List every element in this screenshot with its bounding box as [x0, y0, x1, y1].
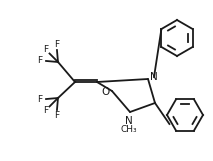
- Text: F: F: [43, 106, 48, 115]
- Text: F: F: [37, 95, 43, 104]
- Text: F: F: [54, 111, 59, 120]
- Text: O: O: [101, 87, 109, 97]
- Text: N: N: [150, 72, 158, 82]
- Text: F: F: [43, 45, 48, 54]
- Text: F: F: [37, 56, 43, 65]
- Text: CH₃: CH₃: [121, 124, 137, 133]
- Text: N: N: [125, 116, 133, 126]
- Text: F: F: [54, 40, 59, 49]
